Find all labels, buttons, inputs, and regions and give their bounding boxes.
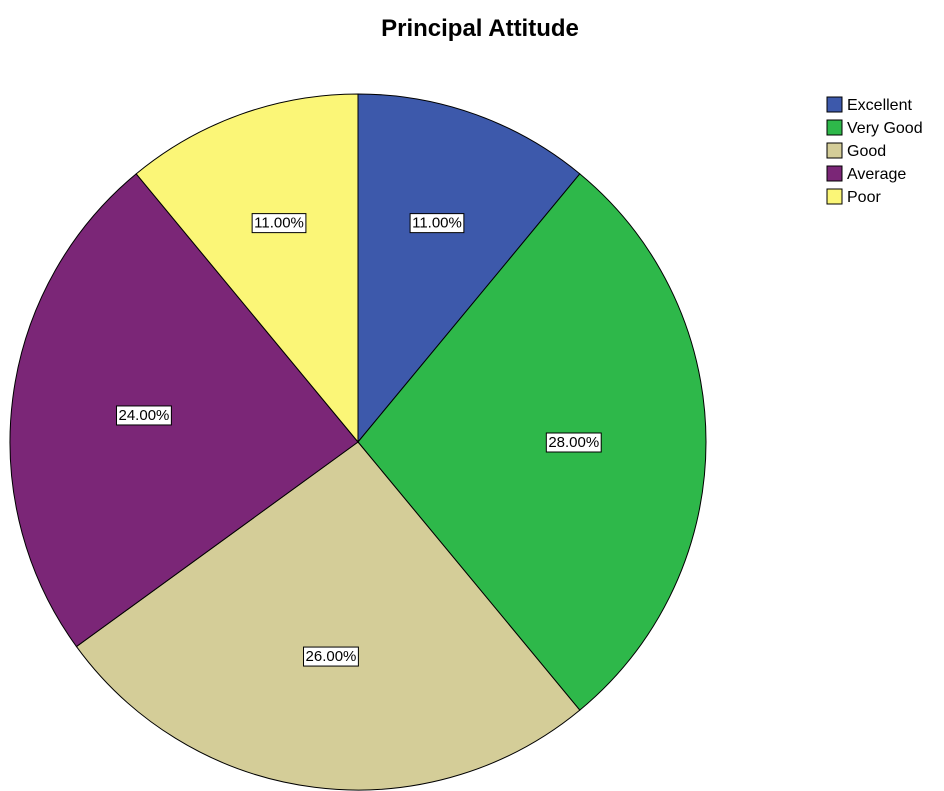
slice-label-text: 11.00% — [254, 215, 304, 232]
slice-label-box — [545, 432, 602, 453]
legend-swatch — [826, 142, 843, 159]
legend: Excellent Very Good Good Average Poor — [826, 96, 923, 206]
legend-label: Poor — [847, 189, 881, 206]
slice-label-box — [116, 405, 172, 426]
pie-slice-excellent — [357, 93, 581, 444]
slice-labels: 11.00% 28.00% 26.00% 24.00% 11.00% — [116, 213, 602, 667]
legend-item-poor: Poor — [826, 188, 881, 206]
chart-title: Principal Attitude — [381, 15, 579, 42]
slice-label-poor: 11.00% — [251, 213, 307, 234]
legend-label: Average — [847, 166, 906, 183]
legend-label: Very Good — [847, 120, 923, 137]
legend-swatch — [826, 96, 843, 113]
slice-label-very-good: 28.00% — [545, 432, 602, 453]
pie-slice-poor — [135, 93, 359, 444]
pie-slice-good — [75, 441, 581, 791]
slice-label-excellent: 11.00% — [409, 213, 465, 234]
pie-slices — [9, 93, 707, 791]
legend-swatch — [826, 165, 843, 182]
legend-swatch — [826, 119, 843, 136]
legend-item-excellent: Excellent — [826, 96, 912, 114]
slice-label-text: 26.00% — [306, 648, 357, 665]
slice-label-text: 11.00% — [412, 215, 462, 232]
slice-label-text: 24.00% — [119, 407, 170, 424]
pie-slice-average — [9, 173, 359, 648]
slice-label-box — [409, 213, 465, 234]
legend-swatch — [826, 188, 843, 205]
slice-label-box — [303, 646, 359, 667]
legend-item-average: Average — [826, 165, 906, 183]
legend-item-good: Good — [826, 142, 886, 160]
legend-item-very-good: Very Good — [826, 119, 923, 137]
legend-label: Good — [847, 143, 886, 160]
slice-label-text: 28.00% — [548, 434, 599, 451]
slice-label-good: 26.00% — [303, 646, 359, 667]
slice-label-box — [251, 213, 307, 234]
pie-slice-very-good — [357, 173, 707, 711]
legend-label: Excellent — [847, 97, 912, 114]
slice-label-average: 24.00% — [116, 405, 172, 426]
